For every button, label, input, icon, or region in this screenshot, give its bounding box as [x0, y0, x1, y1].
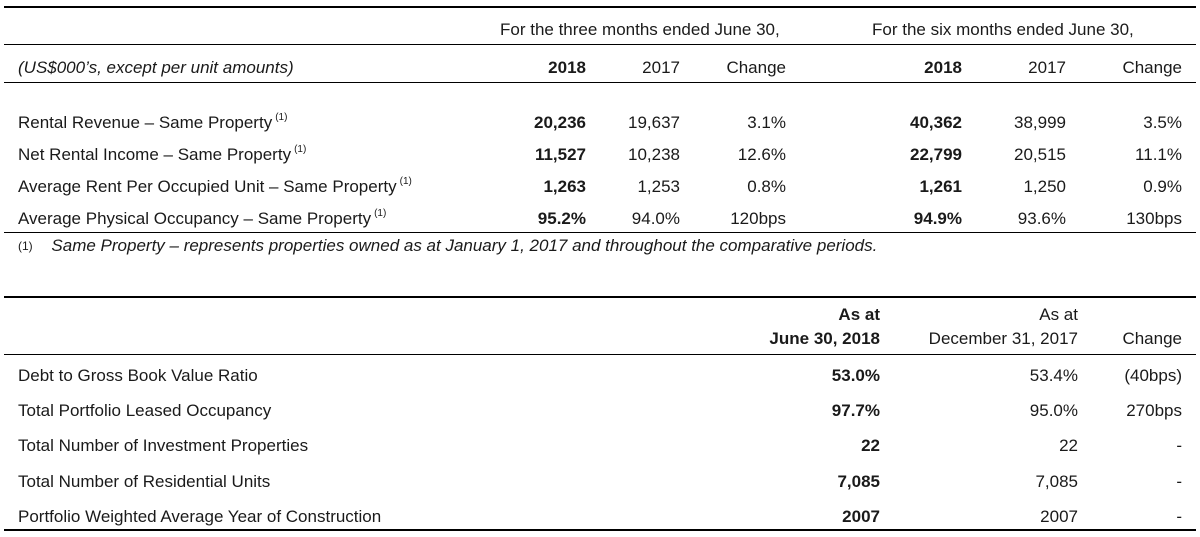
- row-label: Total Portfolio Leased Occupancy: [18, 401, 272, 420]
- footnote-ref: (1): [275, 112, 288, 123]
- table-row: Average Physical Occupancy – Same Proper…: [0, 208, 1200, 239]
- col-a-header-line2: June 30, 2018: [769, 329, 880, 348]
- cell-b: 22: [1059, 436, 1078, 455]
- cell-change: 270bps: [1126, 401, 1182, 420]
- cell-q-2018: 11,527: [534, 145, 586, 164]
- three-months-group-header: For the three months ended June 30,: [500, 20, 780, 39]
- table-row: Rental Revenue – Same Property (1) 20,236…: [0, 112, 1200, 143]
- row-label: Total Number of Investment Properties: [18, 436, 309, 455]
- cell-h-2018: 94.9%: [913, 209, 962, 228]
- footnote-text: Same Property – represents properties ow…: [51, 236, 878, 255]
- cell-q-2017: 19,637: [628, 113, 680, 132]
- row-label-wrap: Rental Revenue – Same Property (1): [18, 112, 288, 136]
- cell-b: 7,085: [1035, 472, 1078, 491]
- units-label: (US$000’s, except per unit amounts): [18, 58, 294, 77]
- footnote-ref: (1): [294, 144, 307, 155]
- cell-a: 7,085: [837, 472, 880, 491]
- cell-h-2017: 93.6%: [1017, 209, 1066, 228]
- cell-h-2017: 38,999: [1014, 113, 1066, 132]
- cell-q-2018: 95.2%: [537, 209, 586, 228]
- col-b-header-line2: December 31, 2017: [928, 329, 1078, 348]
- col-h-change: Change: [1122, 58, 1182, 77]
- table-row: Portfolio Weighted Average Year of Const…: [0, 507, 1200, 537]
- col-q-2018: 2018: [548, 58, 586, 77]
- table-row: Debt to Gross Book Value Ratio 53.0% 53.…: [0, 366, 1200, 396]
- cell-change: -: [1176, 472, 1182, 491]
- cell-q-change: 12.6%: [737, 145, 786, 164]
- row-label: Portfolio Weighted Average Year of Const…: [18, 507, 382, 526]
- table-row: Total Number of Investment Properties 22…: [0, 436, 1200, 466]
- row-label: Total Number of Residential Units: [18, 472, 271, 491]
- cell-q-2018: 1,263: [543, 177, 586, 196]
- cell-a: 22: [861, 436, 880, 455]
- table-row: Average Rent Per Occupied Unit – Same Pr…: [0, 176, 1200, 207]
- cell-h-2017: 20,515: [1014, 145, 1066, 164]
- col-h-2018: 2018: [924, 58, 962, 77]
- cell-q-change: 3.1%: [747, 113, 786, 132]
- col-q-2017: 2017: [642, 58, 680, 77]
- cell-q-2017: 10,238: [628, 145, 680, 164]
- row-label: Average Rent Per Occupied Unit – Same Pr…: [18, 177, 397, 196]
- cell-h-2017: 1,250: [1023, 177, 1066, 196]
- col-b-header-line1: As at: [1039, 305, 1078, 324]
- col-change-header: Change: [1122, 329, 1182, 348]
- cell-a: 97.7%: [831, 401, 880, 420]
- header-rule: [4, 82, 1196, 83]
- cell-h-2018: 22,799: [910, 145, 962, 164]
- cell-q-change: 0.8%: [747, 177, 786, 196]
- table1-bottom-rule: [4, 232, 1196, 233]
- cell-q-2017: 1,253: [637, 177, 680, 196]
- table2-bottom-rule: [4, 529, 1196, 531]
- six-months-group-header: For the six months ended June 30,: [872, 20, 1134, 39]
- row-label-wrap: Average Physical Occupancy – Same Proper…: [18, 208, 387, 232]
- col-a-header-line1: As at: [838, 305, 880, 324]
- cell-h-2018: 40,362: [910, 113, 962, 132]
- cell-b: 53.4%: [1029, 366, 1078, 385]
- footnote-ref: (1): [399, 176, 412, 187]
- table-row: Total Portfolio Leased Occupancy 97.7% 9…: [0, 401, 1200, 431]
- cell-b: 2007: [1040, 507, 1078, 526]
- cell-h-change: 0.9%: [1143, 177, 1182, 196]
- table2-header-rule: [4, 354, 1196, 355]
- row-label: Debt to Gross Book Value Ratio: [18, 366, 258, 385]
- table2-top-rule: [4, 296, 1196, 298]
- cell-change: -: [1176, 436, 1182, 455]
- top-rule: [4, 6, 1196, 8]
- cell-change: (40bps): [1124, 366, 1182, 385]
- cell-b: 95.0%: [1029, 401, 1078, 420]
- cell-q-change: 120bps: [730, 209, 786, 228]
- footnote-marker: (1): [18, 239, 33, 253]
- cell-change: -: [1176, 507, 1182, 526]
- group-header-rule: [4, 44, 1196, 45]
- col-h-2017: 2017: [1028, 58, 1066, 77]
- table-row: Total Number of Residential Units 7,085 …: [0, 472, 1200, 502]
- cell-a: 53.0%: [831, 366, 880, 385]
- row-label: Net Rental Income – Same Property: [18, 145, 292, 164]
- cell-h-2018: 1,261: [919, 177, 962, 196]
- cell-h-change: 3.5%: [1143, 113, 1182, 132]
- footnote: (1) Same Property – represents propertie…: [18, 236, 877, 256]
- table-row: Net Rental Income – Same Property (1) 11,…: [0, 144, 1200, 175]
- cell-h-change: 130bps: [1126, 209, 1182, 228]
- col-q-change: Change: [726, 58, 786, 77]
- cell-q-2018: 20,236: [534, 113, 586, 132]
- row-label: Rental Revenue – Same Property: [18, 113, 273, 132]
- cell-q-2017: 94.0%: [631, 209, 680, 228]
- cell-a: 2007: [842, 507, 880, 526]
- row-label-wrap: Net Rental Income – Same Property (1): [18, 144, 307, 168]
- footnote-ref: (1): [374, 208, 387, 219]
- cell-h-change: 11.1%: [1135, 145, 1182, 164]
- row-label-wrap: Average Rent Per Occupied Unit – Same Pr…: [18, 176, 412, 200]
- row-label: Average Physical Occupancy – Same Proper…: [18, 209, 372, 228]
